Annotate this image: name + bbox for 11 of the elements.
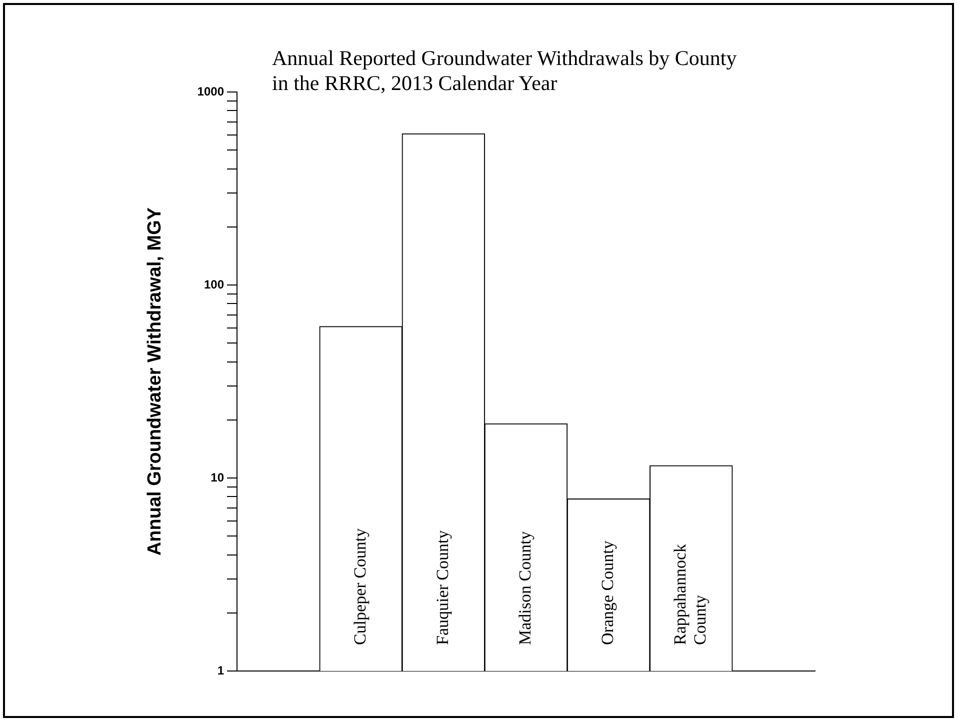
chart-title: Annual Reported Groundwater Withdrawals by County in the RRRC, 2013 Calendar Year (272, 46, 737, 96)
y-tick-label: 1000 (197, 84, 224, 98)
x-tick-label: Rappahannock County (670, 543, 710, 645)
y-tick-label: 1 (217, 663, 224, 678)
x-tick-label: Madison County (515, 530, 534, 645)
x-tick-label: Fauquier County (432, 530, 452, 645)
y-axis-title: Annual Groundwater Withdrawal, MGY (144, 207, 166, 556)
x-tick-label: Orange County (598, 540, 618, 645)
y-tick-label: 10 (210, 470, 224, 484)
x-tick-label: Culpeper County (350, 528, 370, 645)
y-tick-label: 100 (204, 277, 224, 292)
